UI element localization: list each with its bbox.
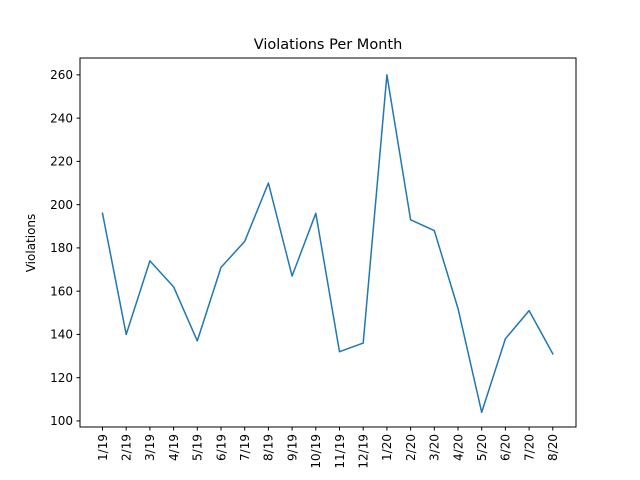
y-tick-label: 100 <box>50 414 73 428</box>
series-line <box>101 74 554 414</box>
y-tick-label: 200 <box>50 198 73 212</box>
x-tick-label: 11/19 <box>333 434 347 469</box>
y-tick-label: 260 <box>50 68 73 82</box>
x-tick-label: 4/19 <box>167 434 181 461</box>
y-tick-label: 160 <box>50 284 73 298</box>
y-tick-label: 140 <box>50 328 73 342</box>
y-tick-label: 180 <box>50 241 73 255</box>
x-tick-label: 5/19 <box>191 434 205 461</box>
x-tick-label: 12/19 <box>357 434 371 469</box>
x-tick-label: 7/20 <box>522 434 536 461</box>
y-tick-label: 220 <box>50 155 73 169</box>
x-tick-label: 10/19 <box>309 434 323 469</box>
plot-frame <box>79 57 577 428</box>
x-tick-label: 9/19 <box>285 434 299 461</box>
x-tick-label: 7/19 <box>238 434 252 461</box>
x-axis: 1/19 2/19 3/19 4/19 5/19 6/19 7/19 8/19 9/19 10/1… <box>96 427 560 469</box>
chart-title: Violations Per Month <box>254 37 403 53</box>
x-tick-label: 3/20 <box>428 434 442 461</box>
y-axis-title: Violations <box>24 214 38 273</box>
y-axis: 100 120 140 160 180 200 220 240 260 <box>50 68 80 428</box>
x-tick-label: 8/19 <box>262 434 276 461</box>
x-tick-label: 6/19 <box>214 434 228 461</box>
x-tick-label: 2/19 <box>120 434 134 461</box>
y-tick-label: 240 <box>50 111 73 125</box>
x-tick-label: 1/19 <box>96 434 110 461</box>
x-tick-label: 3/19 <box>143 434 157 461</box>
y-tick-label: 120 <box>50 371 73 385</box>
x-tick-label: 6/20 <box>499 434 513 461</box>
x-tick-label: 8/20 <box>546 434 560 461</box>
series-layer <box>101 74 554 414</box>
x-tick-label: 1/20 <box>380 434 394 461</box>
x-tick-label: 5/20 <box>475 434 489 461</box>
x-tick-label: 4/20 <box>451 434 465 461</box>
x-tick-label: 2/20 <box>404 434 418 461</box>
